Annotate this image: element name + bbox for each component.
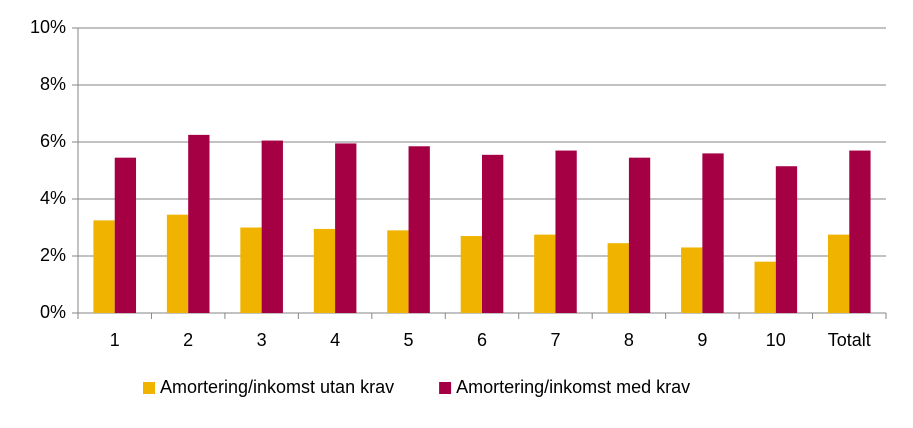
bar — [482, 154, 504, 313]
bar — [775, 166, 798, 313]
bar — [534, 234, 556, 313]
bar — [166, 214, 189, 313]
legend-swatch — [439, 382, 452, 394]
y-tick-label: 4% — [40, 188, 66, 208]
bar — [335, 143, 357, 313]
x-tick-label: 4 — [330, 330, 340, 350]
bar — [261, 140, 283, 313]
x-tick-label: 6 — [477, 330, 487, 350]
bar — [240, 227, 262, 313]
y-tick-label: 2% — [40, 245, 66, 265]
bar — [754, 261, 776, 313]
x-tick-label: 10 — [766, 330, 786, 350]
bar — [387, 230, 409, 313]
bar — [555, 150, 577, 313]
x-tick-label: 3 — [257, 330, 267, 350]
bar — [188, 134, 210, 313]
y-tick-label: 8% — [40, 74, 66, 94]
bar — [460, 236, 482, 313]
bar — [313, 228, 336, 313]
bar — [681, 247, 703, 313]
x-tick-label: Totalt — [828, 330, 871, 350]
x-tick-label: 5 — [404, 330, 414, 350]
x-tick-label: 2 — [183, 330, 193, 350]
bar — [849, 150, 871, 313]
bar — [702, 153, 724, 313]
y-tick-label: 0% — [40, 302, 66, 322]
bar — [827, 234, 850, 313]
bar — [408, 146, 430, 313]
x-tick-label: 7 — [550, 330, 560, 350]
y-tick-label: 10% — [30, 17, 66, 37]
legend-label: Amortering/inkomst utan krav — [160, 377, 394, 397]
x-tick-label: 1 — [110, 330, 120, 350]
legend-label: Amortering/inkomst med krav — [456, 377, 690, 397]
legend-swatch — [143, 382, 155, 394]
x-tick-label: 8 — [624, 330, 634, 350]
x-tick-label: 9 — [697, 330, 707, 350]
bar — [114, 157, 137, 313]
bar — [93, 220, 115, 313]
bar — [628, 157, 651, 313]
y-tick-label: 6% — [40, 131, 66, 151]
bar — [607, 243, 629, 313]
